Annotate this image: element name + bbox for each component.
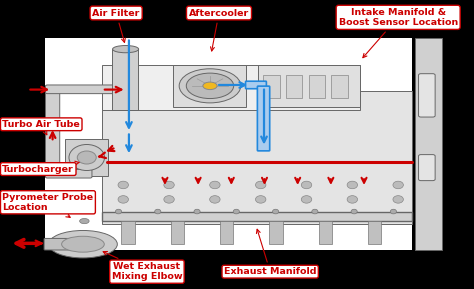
Ellipse shape [393,181,403,189]
Text: Intake Manifold &
Boost Sensor Location: Intake Manifold & Boost Sensor Location [338,8,458,58]
Bar [102,65,360,110]
Bar [171,221,184,244]
Ellipse shape [77,151,96,164]
Ellipse shape [210,181,220,189]
Ellipse shape [155,209,161,214]
Text: Air Filter: Air Filter [92,8,140,42]
Bar [331,75,348,98]
Ellipse shape [118,181,128,189]
Bar [220,221,233,244]
Ellipse shape [80,218,89,224]
Bar [415,38,442,250]
Text: Wet Exhaust
Mixing Elbow: Wet Exhaust Mixing Elbow [103,251,182,281]
Ellipse shape [390,209,396,214]
FancyBboxPatch shape [46,85,116,94]
Ellipse shape [194,209,200,214]
Ellipse shape [210,196,220,203]
Ellipse shape [118,196,128,203]
Text: Aftercooler: Aftercooler [189,8,249,51]
Ellipse shape [62,236,104,252]
Ellipse shape [69,144,104,171]
Ellipse shape [347,181,357,189]
Ellipse shape [255,196,266,203]
Bar [102,91,412,224]
Ellipse shape [273,209,279,214]
FancyBboxPatch shape [246,81,266,89]
Bar [65,139,108,176]
FancyBboxPatch shape [419,155,435,181]
Text: Turbo Air Tube: Turbo Air Tube [2,120,80,135]
Bar [45,38,412,250]
Text: Pyrometer Probe
Location: Pyrometer Probe Location [2,192,93,217]
Ellipse shape [312,209,318,214]
FancyBboxPatch shape [46,169,92,178]
Ellipse shape [351,209,357,214]
Ellipse shape [164,196,174,203]
Ellipse shape [48,231,117,258]
Bar [286,75,302,98]
Ellipse shape [301,181,312,189]
Text: Turbocharger: Turbocharger [2,161,79,174]
FancyBboxPatch shape [44,238,74,250]
Bar [121,221,135,244]
Bar [112,49,138,110]
Ellipse shape [112,45,138,53]
Ellipse shape [255,181,266,189]
Bar [173,65,246,107]
Ellipse shape [393,196,403,203]
Ellipse shape [179,69,241,103]
Ellipse shape [203,82,217,90]
FancyBboxPatch shape [46,86,60,177]
Bar [319,221,332,244]
Ellipse shape [164,181,174,189]
Bar [258,65,360,107]
Bar [309,75,325,98]
Ellipse shape [186,73,234,99]
Bar [263,75,280,98]
Ellipse shape [347,196,357,203]
Bar [102,212,412,221]
Ellipse shape [115,209,121,214]
FancyBboxPatch shape [257,86,270,151]
Ellipse shape [301,196,312,203]
FancyBboxPatch shape [419,74,435,117]
Bar [368,221,381,244]
Bar [269,221,283,244]
Text: Exhaust Manifold: Exhaust Manifold [224,229,317,276]
Ellipse shape [233,209,239,214]
